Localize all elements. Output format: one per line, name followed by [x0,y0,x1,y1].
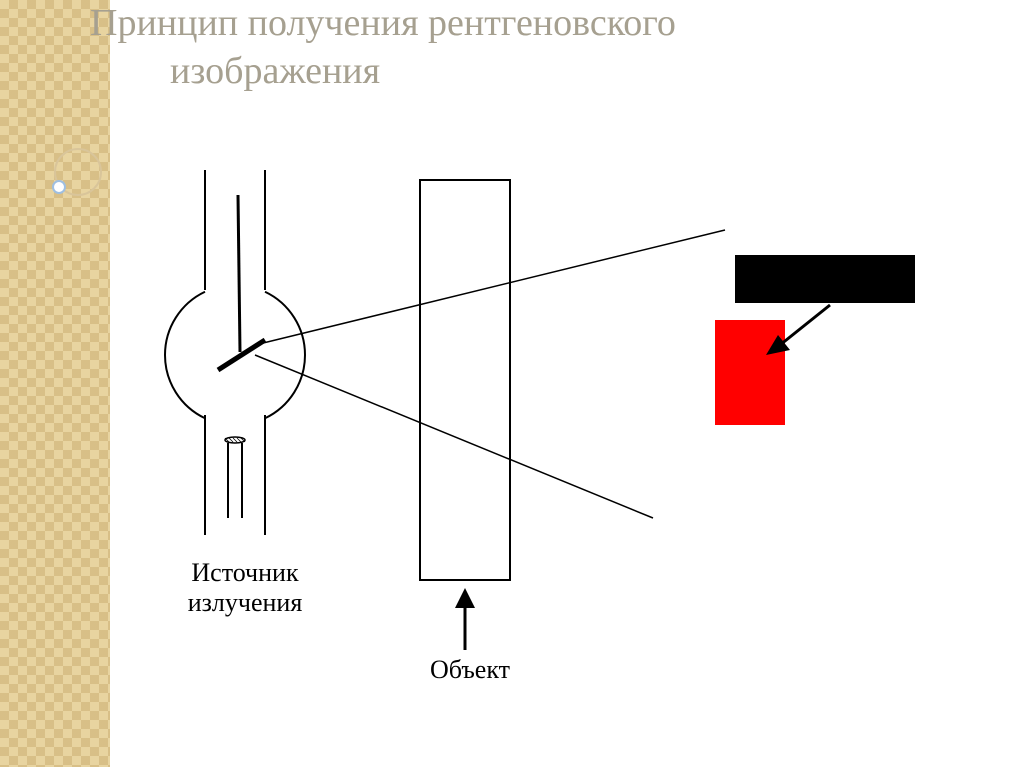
source-label-line1: Источник [191,558,298,587]
title-line-2: изображения [90,48,990,96]
xray-tube [165,170,305,535]
object-label: Объект [410,655,530,685]
source-label-line2: излучения [188,588,303,617]
slide-title: Принцип получения рентгеновского изображ… [90,0,990,95]
decorative-ring-icon [54,148,102,196]
decorative-pattern-strip [0,0,110,767]
detectors [715,255,915,425]
object-label-text: Объект [430,655,510,684]
object-arrow [455,588,475,650]
object-box [420,180,510,580]
xray-diagram: Источник излучения Объект [110,140,980,710]
source-label: Источник излучения [165,558,325,618]
diagram-svg [110,140,980,710]
title-line-1: Принцип получения рентгеновского [90,2,676,44]
